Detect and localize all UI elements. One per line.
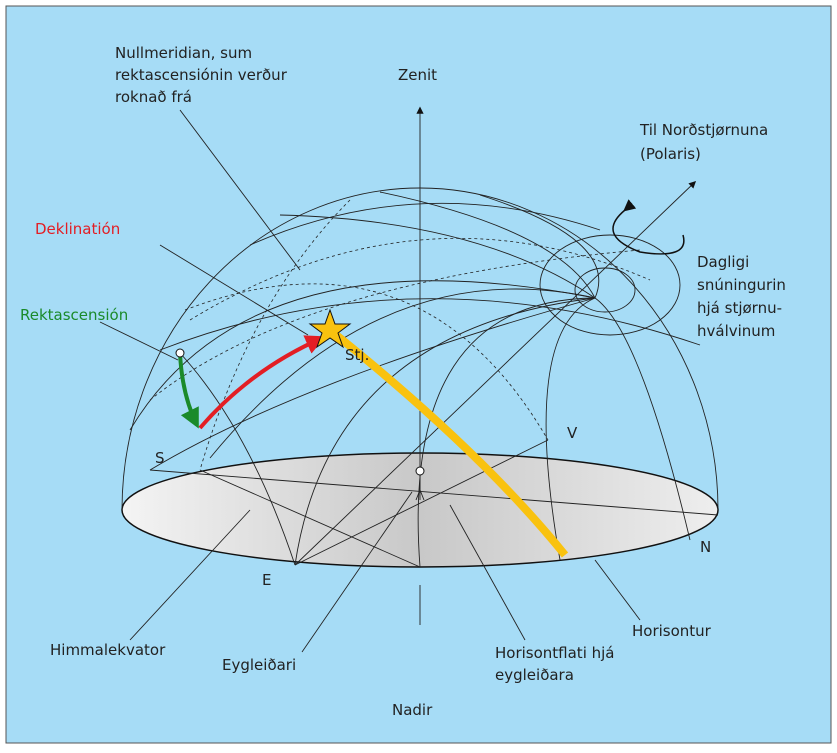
label: Nullmeridian, sum rektascensiónin verður r… bbox=[115, 44, 288, 106]
label: Horisontur bbox=[632, 622, 712, 640]
background bbox=[5, 5, 832, 744]
label: Stj. bbox=[345, 346, 369, 364]
label: Rektascensión bbox=[20, 306, 128, 324]
label: N bbox=[700, 538, 711, 556]
sphere bbox=[99, 106, 719, 653]
label: E bbox=[262, 571, 271, 589]
label: Eygleiðari bbox=[222, 656, 296, 674]
label: Nadir bbox=[392, 701, 433, 719]
label: S bbox=[155, 449, 165, 467]
label: Dagligi snúningurin hjá stjørnu-hválvinum bbox=[697, 253, 786, 340]
label: Deklinatión bbox=[35, 220, 120, 238]
label: Til Norðstjørnuna (Polaris) bbox=[639, 121, 768, 163]
label: Horisontflati hjá eygleiðara bbox=[495, 644, 615, 684]
label: V bbox=[567, 424, 578, 442]
label: Zenit bbox=[398, 66, 437, 84]
label: Himmalekvator bbox=[50, 641, 166, 659]
